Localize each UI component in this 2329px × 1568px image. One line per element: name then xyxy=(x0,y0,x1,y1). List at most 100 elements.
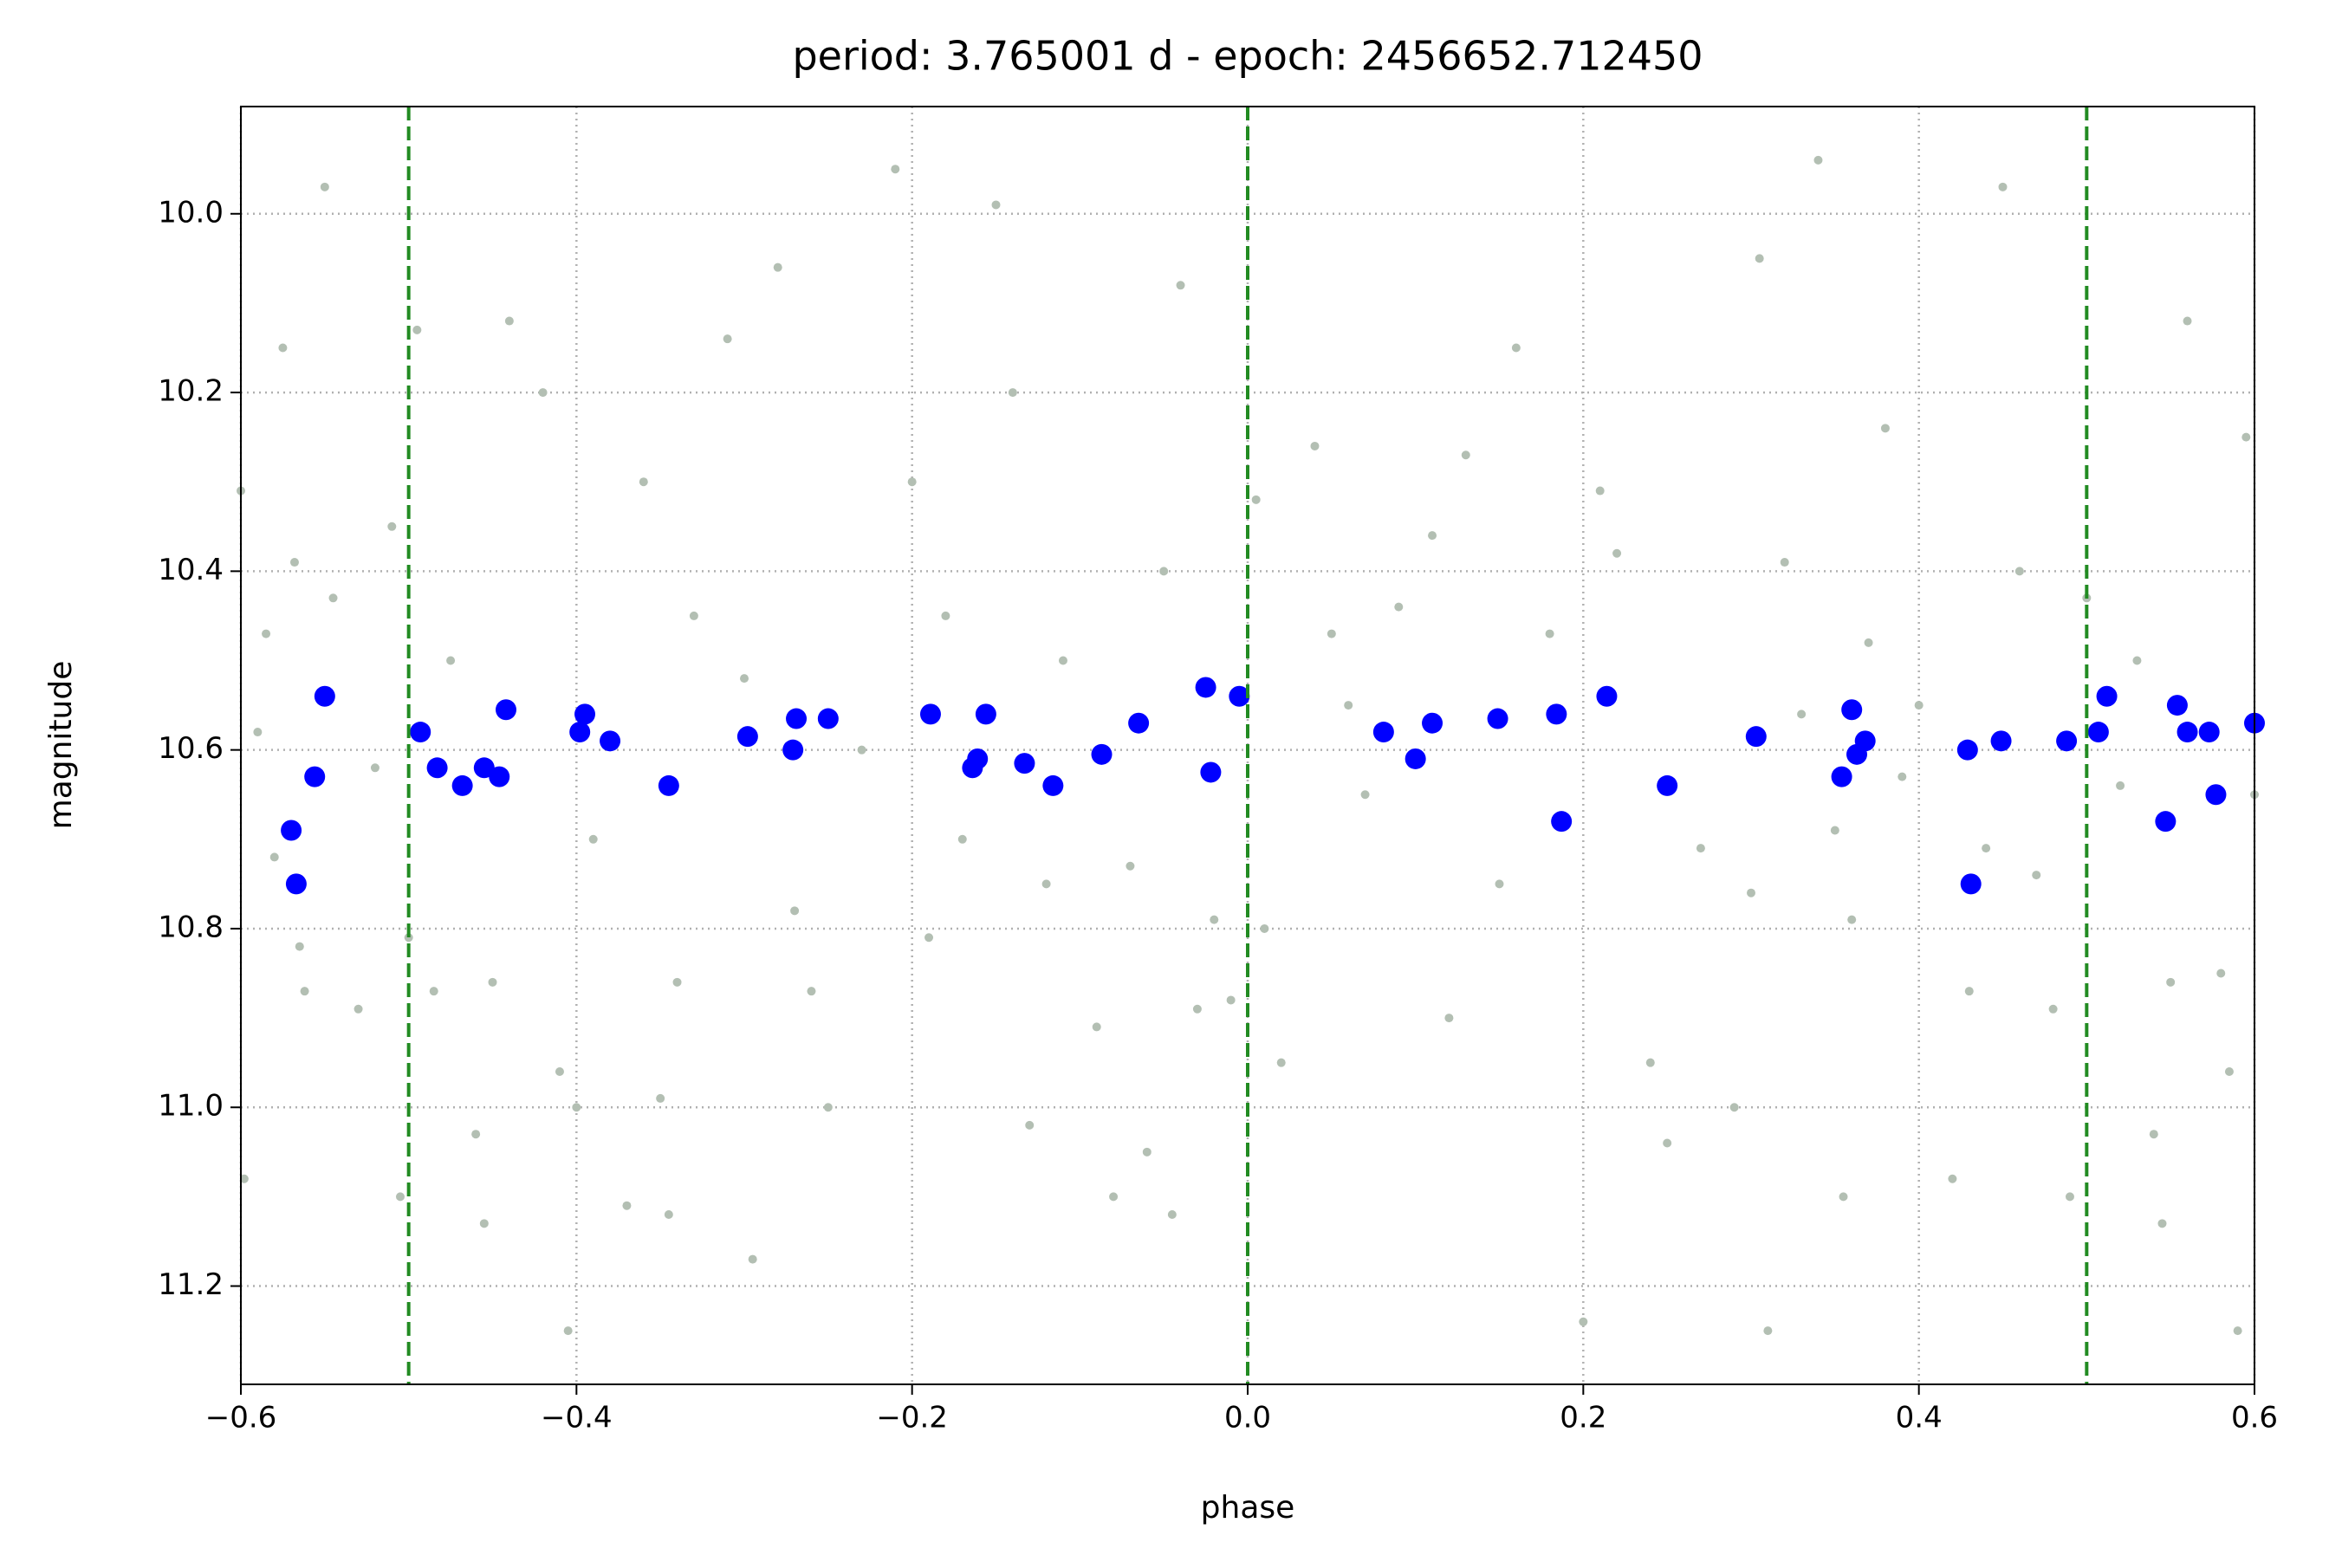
point xyxy=(253,728,263,737)
point xyxy=(1041,879,1051,889)
point xyxy=(1612,548,1622,558)
point xyxy=(1310,441,1320,450)
point xyxy=(2216,969,2226,978)
point xyxy=(1195,677,1216,698)
point xyxy=(278,343,288,353)
point xyxy=(2096,685,2118,707)
point xyxy=(2233,1326,2242,1336)
point xyxy=(2056,730,2078,752)
point xyxy=(451,774,473,796)
y-tick-label: 10.0 xyxy=(158,195,224,230)
point xyxy=(2048,1004,2058,1014)
x-tick-label: −0.6 xyxy=(205,1401,277,1435)
point xyxy=(1657,774,1678,796)
x-tick-label: −0.2 xyxy=(876,1401,948,1435)
point xyxy=(2087,722,2109,743)
point xyxy=(489,766,510,787)
point xyxy=(1696,844,1705,853)
point xyxy=(1126,861,1135,871)
point xyxy=(1948,1174,1957,1183)
point xyxy=(555,1066,564,1076)
point xyxy=(269,852,279,862)
point xyxy=(1042,774,1064,796)
point xyxy=(1229,685,1250,707)
point xyxy=(1128,712,1150,734)
point xyxy=(1091,743,1113,765)
y-axis-label: magnitude xyxy=(43,661,79,830)
x-tick-label: 0.4 xyxy=(1896,1401,1943,1435)
point xyxy=(1898,772,1907,781)
point xyxy=(1763,1326,1773,1336)
y-tick-label: 11.0 xyxy=(158,1089,224,1124)
point xyxy=(1394,602,1404,612)
point xyxy=(262,629,271,638)
x-tick-label: −0.4 xyxy=(541,1401,613,1435)
point xyxy=(410,722,431,743)
y-tick-label: 10.2 xyxy=(158,374,224,409)
point xyxy=(1755,254,1764,263)
point xyxy=(664,1210,673,1220)
point xyxy=(1551,811,1573,833)
point xyxy=(1200,761,1222,783)
point xyxy=(672,977,682,987)
point xyxy=(479,1219,489,1228)
point xyxy=(1495,879,1504,889)
point xyxy=(239,1174,249,1183)
point xyxy=(370,763,380,773)
point xyxy=(538,388,548,398)
point xyxy=(600,730,621,752)
point xyxy=(300,987,309,996)
point xyxy=(2198,722,2220,743)
point xyxy=(975,703,996,725)
point xyxy=(281,820,302,841)
point xyxy=(1226,995,1236,1005)
point xyxy=(429,987,438,996)
point xyxy=(471,1130,481,1139)
point xyxy=(2177,722,2198,743)
point xyxy=(1372,722,1394,743)
point xyxy=(1982,844,1991,853)
point xyxy=(354,1004,363,1014)
point xyxy=(639,477,648,487)
point xyxy=(1014,753,1035,774)
point xyxy=(773,262,782,272)
point xyxy=(1405,748,1426,769)
point xyxy=(1864,638,1873,647)
point xyxy=(1260,923,1269,933)
point xyxy=(387,522,397,531)
point xyxy=(1831,766,1852,787)
point xyxy=(1990,730,2012,752)
point xyxy=(658,774,679,796)
point xyxy=(723,334,732,344)
plot-frame xyxy=(240,106,2255,1385)
point xyxy=(285,873,307,895)
x-tick-label: 0.0 xyxy=(1224,1401,1271,1435)
point xyxy=(1142,1147,1152,1157)
y-tick-label: 10.6 xyxy=(158,731,224,766)
point xyxy=(2224,1066,2234,1076)
point xyxy=(1210,915,1219,924)
point xyxy=(2241,432,2251,442)
y-tick-label: 10.8 xyxy=(158,910,224,944)
point xyxy=(656,1093,665,1103)
point xyxy=(1960,873,1982,895)
point xyxy=(622,1201,632,1210)
point xyxy=(563,1326,573,1336)
point xyxy=(1176,281,1185,290)
point xyxy=(304,766,326,787)
point xyxy=(748,1254,757,1264)
point xyxy=(569,722,591,743)
point xyxy=(1545,629,1554,638)
point xyxy=(1058,656,1067,665)
point xyxy=(2157,1219,2167,1228)
point xyxy=(1579,1317,1588,1326)
point xyxy=(1444,1014,1454,1023)
point xyxy=(2155,811,2177,833)
point xyxy=(1645,1058,1655,1067)
point xyxy=(289,558,299,567)
point xyxy=(446,656,456,665)
point xyxy=(1839,1192,1848,1202)
point xyxy=(1780,558,1789,567)
point xyxy=(1428,531,1437,541)
point xyxy=(807,987,816,996)
